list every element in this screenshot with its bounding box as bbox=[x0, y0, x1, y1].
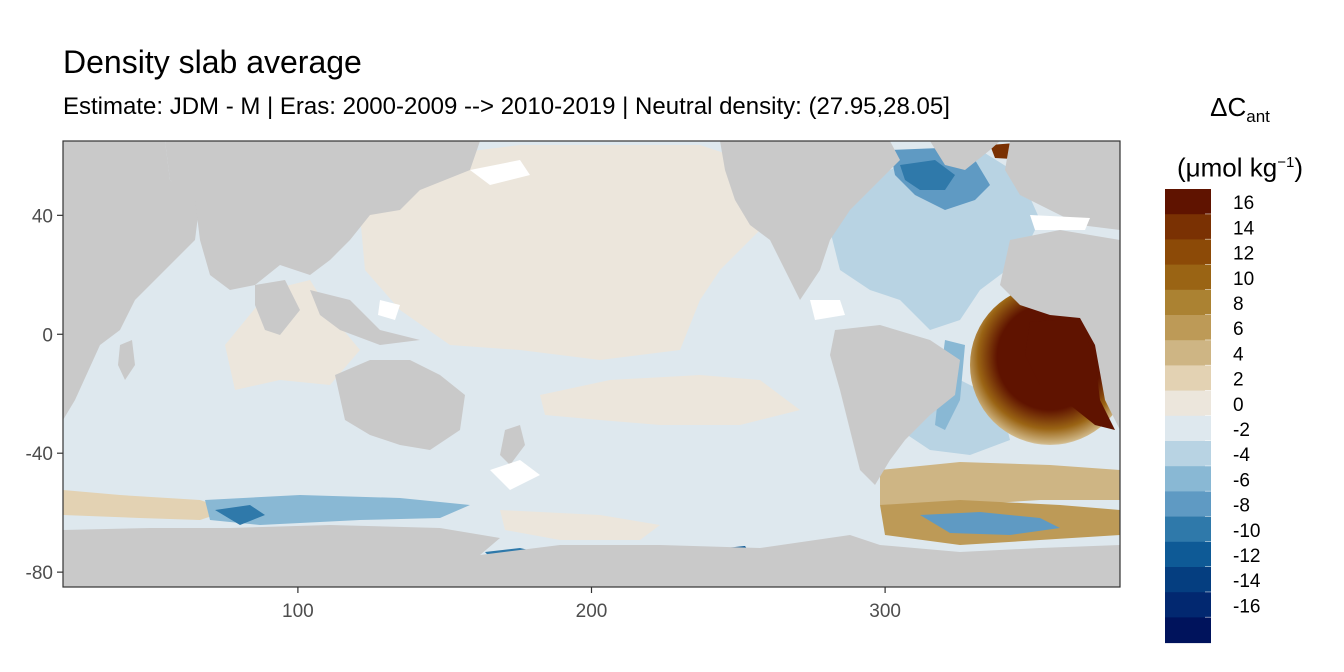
legend-label: -14 bbox=[1233, 571, 1261, 592]
chart-subtitle: Estimate: JDM - M | Eras: 2000-2009 --> … bbox=[63, 93, 950, 120]
map-panel bbox=[63, 141, 1120, 587]
legend-color-bin bbox=[1165, 541, 1211, 568]
y-axis: 40 0 -40 -80 bbox=[26, 206, 63, 584]
missing-data-patches bbox=[378, 160, 1090, 490]
legend-color-bin bbox=[1165, 441, 1211, 467]
x-tick-label: 100 bbox=[282, 601, 314, 622]
legend-label: 12 bbox=[1233, 244, 1254, 265]
india-land bbox=[255, 280, 300, 335]
x-tick-label: 300 bbox=[869, 601, 901, 622]
legend-label: 10 bbox=[1233, 269, 1254, 290]
legend-color-bin bbox=[1165, 214, 1211, 240]
southern-indian-dark-patch bbox=[215, 505, 265, 525]
antarctica-land bbox=[63, 525, 1120, 587]
greenland-land bbox=[930, 141, 1000, 170]
africa-land-south bbox=[63, 345, 100, 420]
southern-atlantic-positive-band bbox=[880, 462, 1120, 505]
africa-land-west bbox=[63, 141, 200, 345]
southern-band-positive-pacific bbox=[500, 510, 660, 540]
eurasia-land bbox=[165, 141, 480, 290]
north-america-land bbox=[720, 141, 900, 300]
y-tick-label: 0 bbox=[42, 325, 53, 346]
legend-color-bin bbox=[1165, 239, 1211, 266]
equatorial-atlantic-hotspot bbox=[1025, 318, 1115, 430]
africa-land-east bbox=[1000, 230, 1120, 430]
chart-title: Density slab average bbox=[63, 44, 362, 80]
y-tick-label: 40 bbox=[32, 206, 53, 227]
southern-indian-negative-patch bbox=[205, 495, 470, 525]
legend-title-main: ΔCant bbox=[1210, 92, 1270, 127]
legend-label: 14 bbox=[1233, 218, 1255, 239]
legend-label: -8 bbox=[1233, 496, 1250, 517]
legend-color-bin bbox=[1165, 592, 1211, 618]
legend-color-bin bbox=[1165, 390, 1211, 417]
legend-label: 2 bbox=[1233, 370, 1244, 391]
legend-title-unit: (μmol kg−1) bbox=[1177, 152, 1303, 183]
weddell-negative-swirl bbox=[920, 512, 1060, 535]
legend-color-bin bbox=[1165, 617, 1211, 644]
legend-color-bin bbox=[1165, 491, 1211, 518]
north-atlantic-negative-region bbox=[830, 150, 1040, 330]
legend-color-bin bbox=[1165, 264, 1211, 291]
legend-color-bin bbox=[1165, 516, 1211, 543]
north-pacific-positive-region bbox=[360, 145, 760, 360]
missing-data-east-pacific bbox=[490, 460, 540, 490]
madagascar-land bbox=[118, 340, 135, 380]
europe-land bbox=[1005, 141, 1120, 230]
legend-color-bin bbox=[1165, 289, 1211, 316]
missing-data-bering bbox=[470, 160, 530, 185]
legend-colorbar: 16 14 12 10 8 6 4 2 0 -2 -4 -6 -8 -10 -12 -14 -16 bbox=[1165, 189, 1261, 644]
legend-label: 0 bbox=[1233, 395, 1244, 416]
legend-color-bin bbox=[1165, 567, 1211, 593]
south-america-land bbox=[830, 325, 960, 485]
legend-label: 4 bbox=[1233, 344, 1244, 365]
y-tick-label: -40 bbox=[26, 444, 53, 465]
legend-color-bin bbox=[1165, 340, 1211, 366]
missing-data-caribbean bbox=[810, 300, 845, 320]
x-axis: 100 200 300 bbox=[282, 587, 901, 622]
missing-data-mediterranean bbox=[1030, 215, 1090, 230]
x-tick-label: 200 bbox=[576, 601, 608, 622]
australia-land bbox=[335, 360, 465, 450]
landmasses bbox=[63, 141, 1120, 587]
legend-title: ΔCant (μmol kg−1) bbox=[1150, 84, 1330, 191]
legend-label: -12 bbox=[1233, 546, 1260, 567]
y-tick-label: -80 bbox=[26, 563, 53, 584]
indonesia-land bbox=[310, 290, 420, 345]
new-zealand-land bbox=[500, 425, 525, 465]
legend-label: 6 bbox=[1233, 319, 1244, 340]
labrador-core bbox=[900, 160, 955, 190]
southern-band-positive-west bbox=[63, 490, 230, 520]
legend-label: -16 bbox=[1233, 596, 1260, 617]
legend-color-bin bbox=[1165, 365, 1211, 392]
legend-label: 8 bbox=[1233, 294, 1244, 315]
missing-data-indonesia bbox=[378, 300, 400, 320]
legend-label: 16 bbox=[1233, 193, 1254, 214]
legend-color-bin bbox=[1165, 189, 1211, 215]
legend-color-bin bbox=[1165, 315, 1211, 341]
legend-label: -10 bbox=[1233, 521, 1260, 542]
legend-label: -6 bbox=[1233, 470, 1250, 491]
legend-color-bin bbox=[1165, 466, 1211, 492]
legend-color-bin bbox=[1165, 415, 1211, 442]
legend-label: -2 bbox=[1233, 420, 1250, 441]
legend-label: -4 bbox=[1233, 445, 1250, 466]
south-pacific-positive-region bbox=[540, 375, 800, 425]
